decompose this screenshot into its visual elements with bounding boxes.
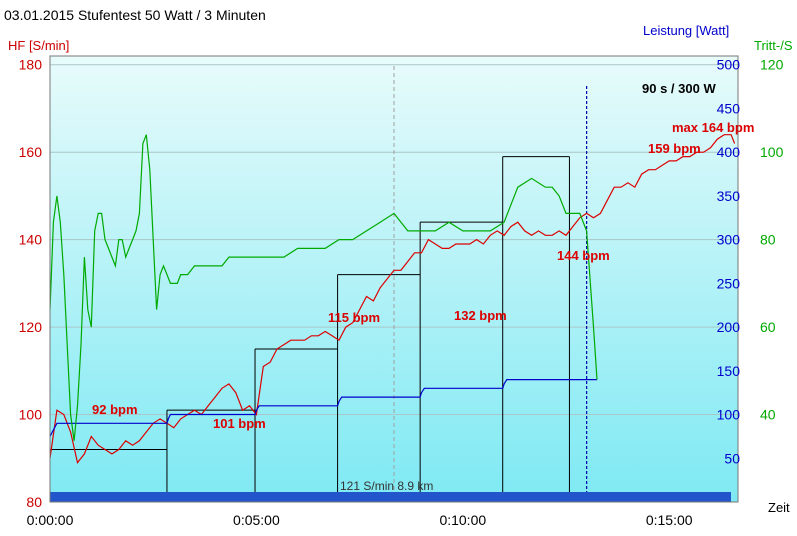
cadence-tick-label: 60 [760,319,776,335]
chart-title: 03.01.2015 Stufentest 50 Watt / 3 Minute… [4,7,266,23]
annotation-label: 90 s / 300 W [642,81,716,96]
x-tick-label: 0:15:00 [646,512,693,528]
cadence-line [50,134,598,441]
watt-tick-label: 150 [717,363,741,379]
heart-rate-line [50,134,736,464]
watt-tick-label: 300 [717,232,741,248]
watt-tick-label: 500 [717,57,741,73]
distance-bar [50,492,731,502]
power-line [50,379,597,437]
left-axis-label: HF [S/min] [8,38,69,53]
annotation-label: 144 bpm [557,248,610,263]
annotations: 92 bpm 101 bpm 115 bpm 132 bpm 144 bpm 159 bp… [92,81,754,431]
watt-tick-label: 50 [724,450,740,466]
cadence-tick-label: 120 [760,57,784,73]
annotation-label: 115 bpm [328,310,380,325]
axis-ticks: 8010012014016018050100150200250300350400… [19,57,784,528]
hf-tick-label: 80 [26,494,42,510]
annotation-label: 101 bpm [213,416,266,431]
cadence-tick-label: 80 [760,232,776,248]
watt-tick-label: 350 [717,188,741,204]
footer-text: 121 S/min 8.9 km [340,479,433,493]
right-axis1-label: Leistung [Watt] [643,23,729,38]
hf-tick-label: 120 [19,319,43,335]
watt-tick-label: 450 [717,100,741,116]
watt-tick-label: 400 [717,144,741,160]
hf-tick-label: 100 [19,407,43,423]
hf-tick-label: 180 [19,57,43,73]
hf-tick-label: 140 [19,232,43,248]
annotation-label: max 164 bpm [672,120,754,135]
x-tick-label: 0:05:00 [233,512,280,528]
right-axis2-label: Tritt-/S [754,38,793,53]
plot-frame [49,55,739,503]
x-tick-label: 0:10:00 [439,512,486,528]
cadence-tick-label: 40 [760,407,776,423]
series-group [50,134,736,464]
watt-tick-label: 200 [717,319,741,335]
hf-tick-label: 160 [19,144,43,160]
stage-lines [50,156,570,502]
x-tick-label: 0:00:00 [27,512,74,528]
watt-tick-label: 250 [717,275,741,291]
x-axis-label: Zeit [768,500,790,515]
watt-tick-label: 100 [717,407,741,423]
annotation-label: 132 bpm [454,308,507,323]
cadence-tick-label: 100 [760,144,784,160]
annotation-label: 92 bpm [92,402,138,417]
annotation-label: 159 bpm [648,141,701,156]
